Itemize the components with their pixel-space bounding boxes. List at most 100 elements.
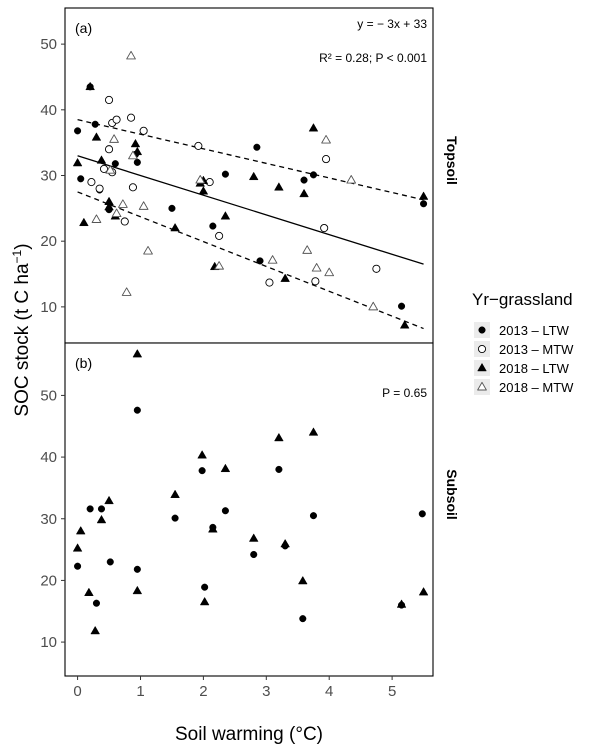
legend-item: 2013 – MTW xyxy=(474,341,574,357)
data-point xyxy=(298,576,308,585)
data-point xyxy=(200,597,210,606)
data-point xyxy=(104,95,114,105)
data-point xyxy=(127,113,136,122)
series-2018-mtw xyxy=(91,50,379,311)
data-point xyxy=(320,223,329,233)
legend-marker xyxy=(478,326,486,334)
data-point xyxy=(311,277,320,286)
data-point xyxy=(299,189,309,198)
strip-label: Subsoil xyxy=(444,469,460,520)
data-point xyxy=(139,126,148,135)
data-point xyxy=(87,178,96,187)
data-point xyxy=(133,565,141,573)
panel-tag: (a) xyxy=(75,20,92,36)
data-point xyxy=(120,217,129,226)
panel-tag: (b) xyxy=(75,355,92,371)
data-point xyxy=(128,183,137,192)
data-point xyxy=(86,505,94,513)
panel-frame xyxy=(64,7,434,344)
stats-annotation: P = 0.65 xyxy=(382,386,427,400)
legend-title: Yr−grassland xyxy=(472,290,573,309)
series-2013-ltw xyxy=(74,406,426,623)
data-point xyxy=(309,512,318,520)
data-point xyxy=(420,200,428,208)
data-point xyxy=(170,489,180,498)
panel-frame xyxy=(64,342,434,677)
y-axis-title-superscript: −1 xyxy=(10,249,24,263)
data-point xyxy=(96,155,107,164)
x-tick-label: 2 xyxy=(199,683,207,700)
legend-item: 2018 – MTW xyxy=(474,379,574,395)
data-point xyxy=(133,406,141,414)
data-point xyxy=(104,496,114,505)
data-point xyxy=(397,302,406,310)
legend-label: 2013 – LTW xyxy=(499,323,570,338)
strip-label: Topsoil xyxy=(444,136,460,185)
data-point xyxy=(400,320,410,329)
data-point xyxy=(104,202,114,211)
data-point xyxy=(143,245,153,255)
series-2013-mtw xyxy=(87,95,381,287)
data-point xyxy=(275,465,283,473)
legend-marker xyxy=(477,363,487,372)
x-axis-title: Soil warming (°C) xyxy=(175,724,323,745)
y-axis-title-main: SOC stock (t C ha xyxy=(12,263,33,417)
data-point xyxy=(418,191,429,200)
data-point xyxy=(221,170,229,178)
data-point xyxy=(299,615,307,623)
legend: Yr−grassland 2013 – LTW 2013 – MTW 2018 – … xyxy=(472,290,574,395)
data-point xyxy=(324,267,335,277)
data-point xyxy=(265,278,274,287)
data-point xyxy=(274,182,284,191)
data-point xyxy=(104,196,114,206)
data-point xyxy=(396,599,407,608)
data-point xyxy=(280,273,290,282)
data-point xyxy=(132,147,142,156)
data-point xyxy=(194,141,203,150)
data-point xyxy=(209,222,217,230)
y-axis-title-close: ) xyxy=(12,243,33,249)
data-point xyxy=(368,301,379,311)
series-2018-ltw xyxy=(72,349,429,635)
data-point xyxy=(112,115,121,124)
y-tick-label: 10 xyxy=(40,634,57,651)
data-point xyxy=(72,543,83,552)
data-point xyxy=(121,287,132,296)
data-point xyxy=(76,526,86,535)
data-point xyxy=(91,214,102,223)
data-point xyxy=(132,586,142,595)
data-point xyxy=(85,81,95,91)
data-point xyxy=(274,433,284,442)
data-point xyxy=(214,261,224,270)
data-point xyxy=(126,50,136,60)
legend-label: 2013 – MTW xyxy=(499,342,574,357)
data-point xyxy=(201,583,209,591)
data-point xyxy=(300,176,308,184)
data-point xyxy=(74,562,82,570)
data-point xyxy=(195,175,206,184)
data-point xyxy=(77,175,85,183)
y-tick-label: 50 xyxy=(40,36,57,53)
data-point xyxy=(249,171,259,181)
data-point xyxy=(106,558,114,566)
regression-equation: y = − 3x + 33 xyxy=(357,17,427,31)
data-point xyxy=(249,533,259,542)
data-point xyxy=(118,199,128,208)
lower-ci-line xyxy=(77,191,424,330)
data-point xyxy=(198,186,209,195)
data-point xyxy=(250,550,258,559)
y-tick-label: 40 xyxy=(40,102,57,119)
x-tick-label: 1 xyxy=(136,683,144,700)
data-point xyxy=(74,127,82,135)
legend-item: 2018 – LTW xyxy=(474,360,570,376)
data-point xyxy=(104,145,114,154)
x-tick-label: 5 xyxy=(388,683,396,700)
data-point xyxy=(109,134,119,143)
data-point xyxy=(321,134,331,144)
data-point xyxy=(92,599,101,607)
data-point xyxy=(197,450,207,459)
data-point xyxy=(198,467,206,475)
data-point xyxy=(105,165,116,174)
data-point xyxy=(220,211,231,220)
